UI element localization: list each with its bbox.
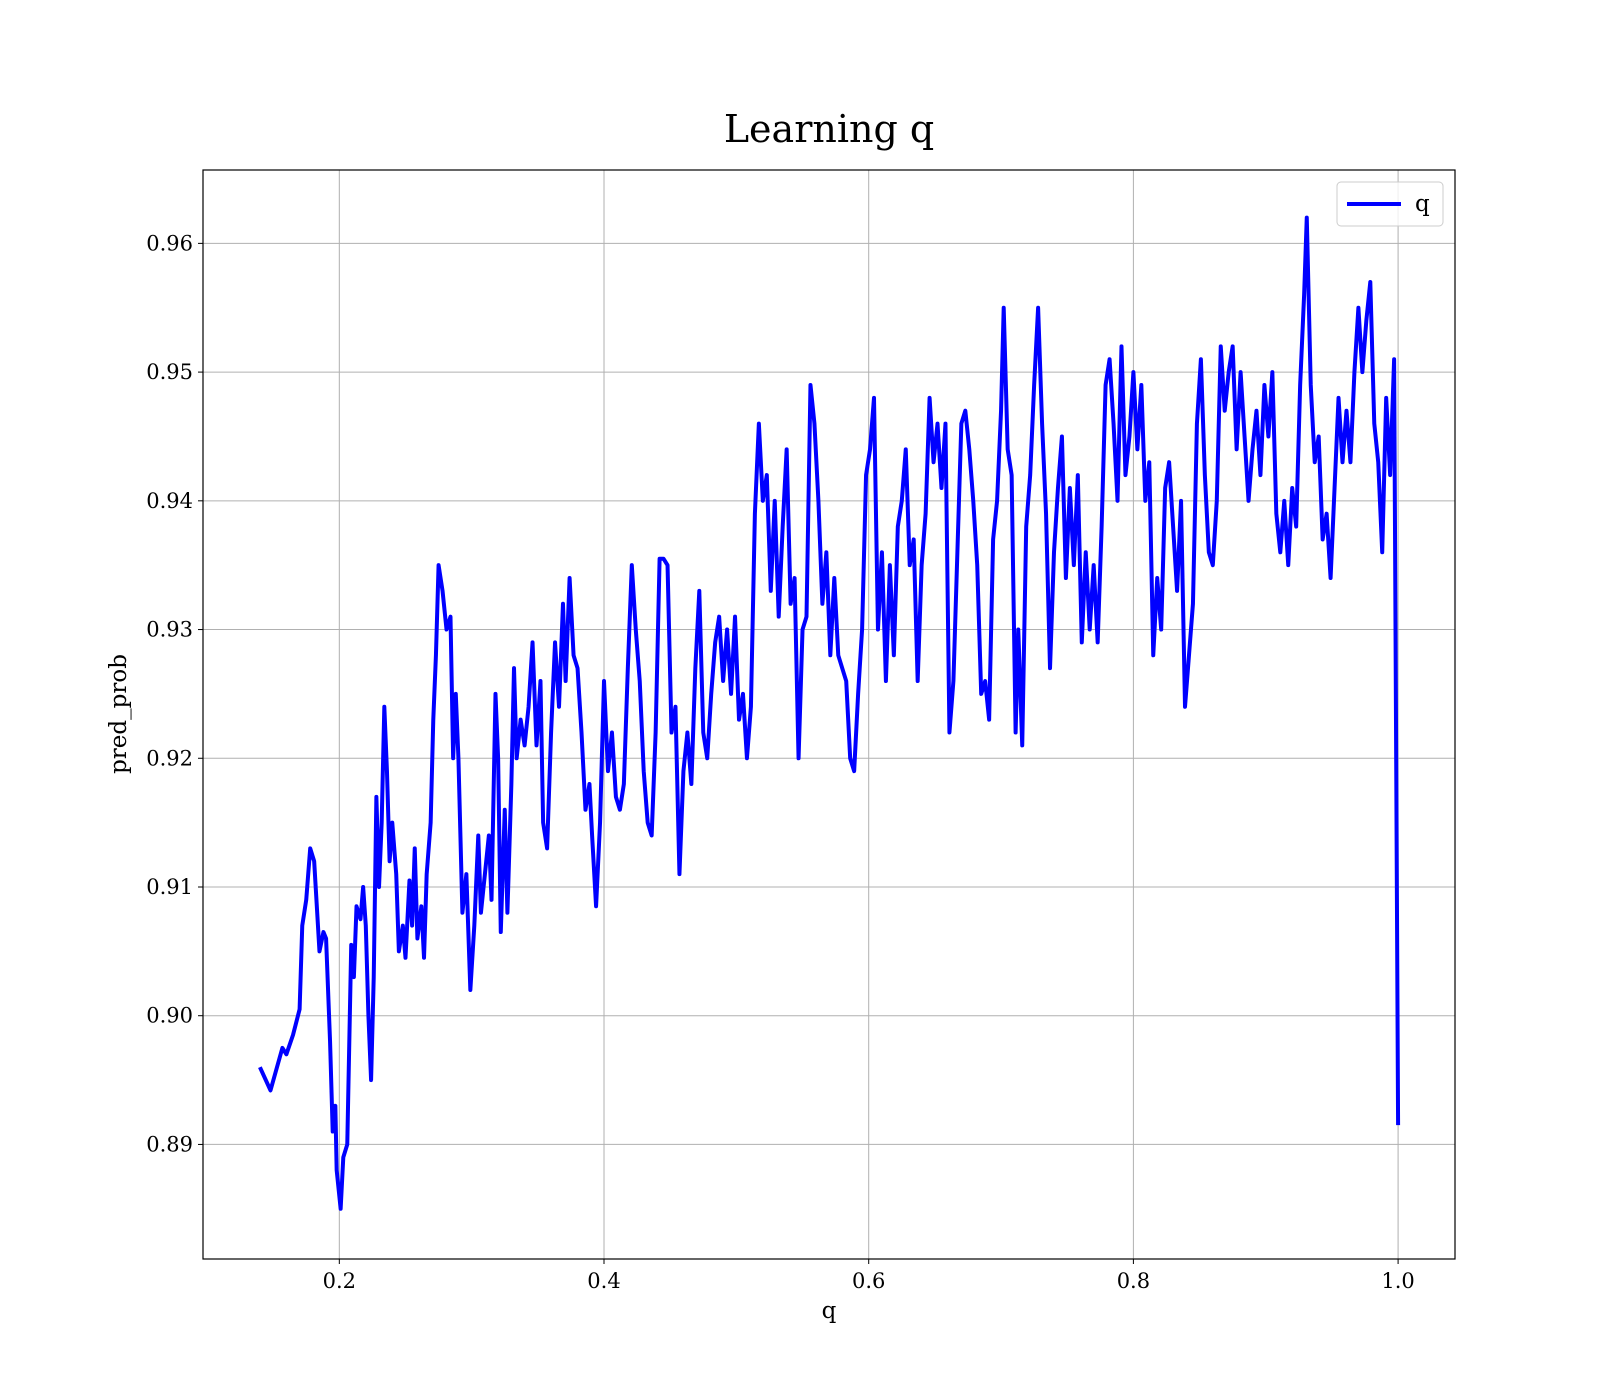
- y-tick-label: 0.95: [146, 360, 193, 384]
- y-tick-label: 0.89: [146, 1132, 193, 1156]
- legend-label: q: [1415, 191, 1430, 217]
- axes-frame: [202, 169, 1456, 1260]
- x-axis-label: q: [822, 1298, 837, 1324]
- data-line: [258, 215, 1401, 1211]
- x-tick-label: 0.8: [1117, 1269, 1150, 1293]
- x-tick-label: 0.2: [323, 1269, 356, 1293]
- y-tick-label: 0.91: [146, 875, 193, 899]
- y-axis-label: pred_prob: [106, 654, 132, 774]
- y-tick-label: 0.93: [146, 618, 193, 642]
- legend: q: [1336, 181, 1444, 227]
- y-tick-label: 0.94: [146, 489, 193, 513]
- x-tick-label: 0.6: [852, 1269, 885, 1293]
- chart-title: Learning q: [724, 107, 934, 151]
- x-tick-label: 1.0: [1381, 1269, 1414, 1293]
- x-tick-label: 0.4: [587, 1269, 620, 1293]
- y-tick-label: 0.90: [146, 1004, 193, 1028]
- y-tick-label: 0.92: [146, 746, 193, 770]
- y-tick-label: 0.96: [146, 231, 193, 255]
